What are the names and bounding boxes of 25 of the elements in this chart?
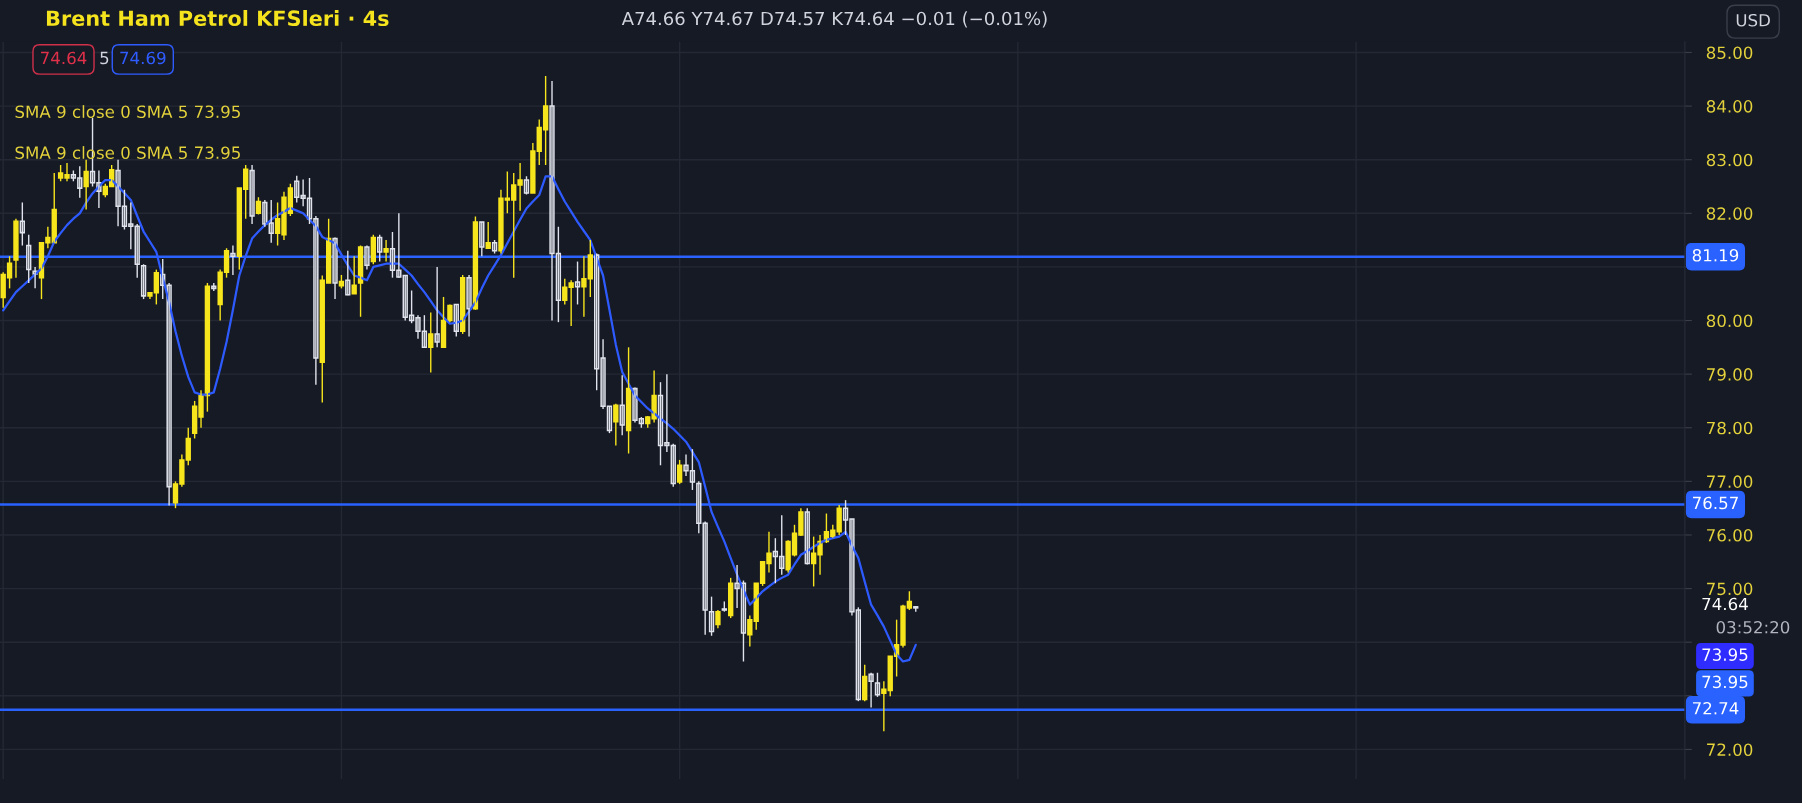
y-tick-label: 77.00 <box>1707 475 1753 488</box>
chart-subtitle: A74.66 Y74.67 D74.57 K74.64 −0.01 (−0.01%) <box>621 11 1047 28</box>
ref-line-label: 76.57 <box>1692 496 1738 510</box>
ref-line-label: 72.74 <box>1692 701 1739 715</box>
y-tick-label: 82.00 <box>1706 207 1753 220</box>
annotation: SMA 9 close 0 SMA 5 73.95 <box>15 105 240 119</box>
y-tick-label: 78.00 <box>1707 421 1753 435</box>
y-tick-label: 79.00 <box>1707 368 1753 381</box>
y-tick-label: 72.00 <box>1707 743 1753 756</box>
y-tick-label: 76.00 <box>1707 528 1753 542</box>
y-tick-label: 80.00 <box>1706 314 1753 328</box>
ref-line-label: 81.19 <box>1692 248 1739 262</box>
annotation: 5 <box>100 51 109 65</box>
annotation: 74.64 <box>41 51 87 65</box>
text: USD <box>1736 13 1770 27</box>
text: 73.95 <box>1702 675 1748 689</box>
chart-title: Brent Ham Petrol KFSleri · 4s <box>46 9 389 27</box>
y-tick-label: 85.00 <box>1706 46 1753 60</box>
text: 74.64 <box>1702 597 1748 611</box>
annotation: 74.69 <box>120 51 166 65</box>
y-tick-label: 84.00 <box>1706 100 1753 113</box>
y-tick-label: 83.00 <box>1706 153 1753 167</box>
text: 73.95 <box>1702 648 1748 661</box>
y-tick-label: 75.00 <box>1707 582 1753 596</box>
text: 03:52:20 <box>1716 620 1790 634</box>
